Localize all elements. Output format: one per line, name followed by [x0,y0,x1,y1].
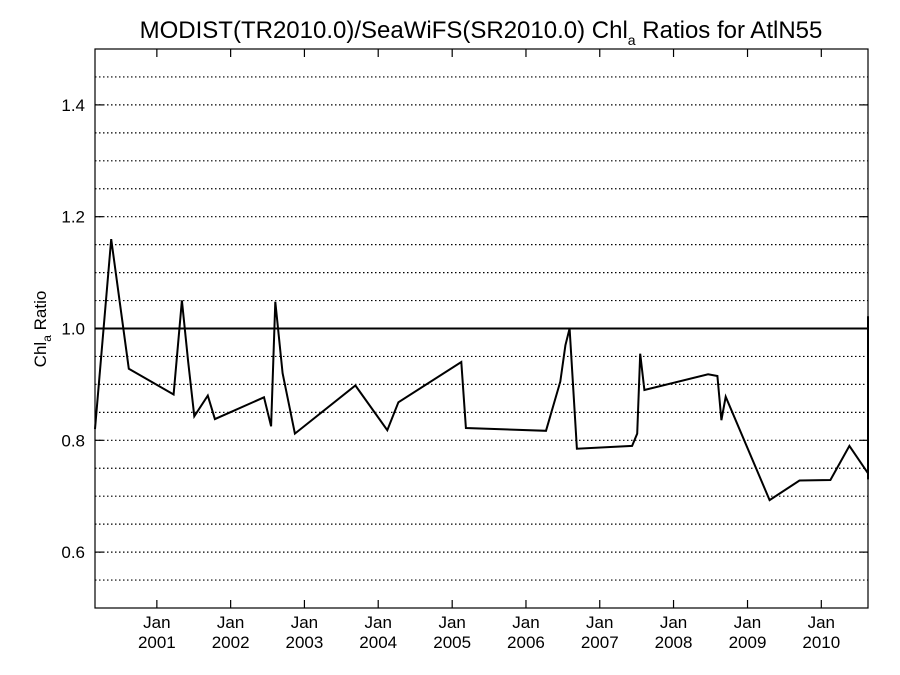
x-tick-label-year: 2009 [729,633,767,652]
x-tick-label-year: 2006 [507,633,545,652]
chart-title-subscript: a [628,32,636,48]
chart-title: MODIST(TR2010.0)/SeaWiFS(SR2010.0) Chla … [140,17,823,48]
y-axis-label: Chla Ratio [31,291,54,368]
y-axis-label-rest: Ratio [31,291,50,335]
x-tick-label-month: Jan [143,613,170,632]
x-tick-label-month: Jan [291,613,318,632]
x-tick-labels: Jan2001Jan2002Jan2003Jan2004Jan2005Jan20… [138,613,840,652]
x-tick-label-month: Jan [512,613,539,632]
x-tick-label-year: 2010 [802,633,840,652]
x-tick-label-month: Jan [808,613,835,632]
x-tick-label-year: 2004 [359,633,397,652]
x-tick-label-year: 2002 [212,633,250,652]
axis-ticks [95,49,868,608]
y-tick-labels: 0.6 0.8 1.0 1.2 1.4 [61,96,85,562]
x-tick-label-year: 2001 [138,633,176,652]
y-tick-label: 0.8 [61,431,85,450]
x-tick-label-month: Jan [660,613,687,632]
chart-title-rest: Ratios for AtlN55 [636,17,823,44]
x-tick-label-month: Jan [364,613,391,632]
y-axis-label-main: Chl [31,342,50,368]
series-line [94,238,869,502]
chart-title-main: MODIST(TR2010.0)/SeaWiFS(SR2010.0) Chl [140,17,628,44]
x-tick-label-month: Jan [217,613,244,632]
x-tick-label-year: 2003 [286,633,324,652]
x-tick-label-month: Jan [438,613,465,632]
grid-lines [95,76,868,581]
x-tick-label-year: 2008 [655,633,693,652]
y-tick-label: 1.4 [61,96,85,115]
x-tick-label-year: 2007 [581,633,619,652]
y-axis-label-subscript: a [40,335,54,342]
x-tick-label-month: Jan [586,613,613,632]
y-tick-label: 1.2 [61,208,85,227]
x-tick-label-year: 2005 [433,633,471,652]
y-tick-label: 1.0 [61,320,85,339]
y-tick-label: 0.6 [61,543,85,562]
x-tick-label-month: Jan [734,613,761,632]
